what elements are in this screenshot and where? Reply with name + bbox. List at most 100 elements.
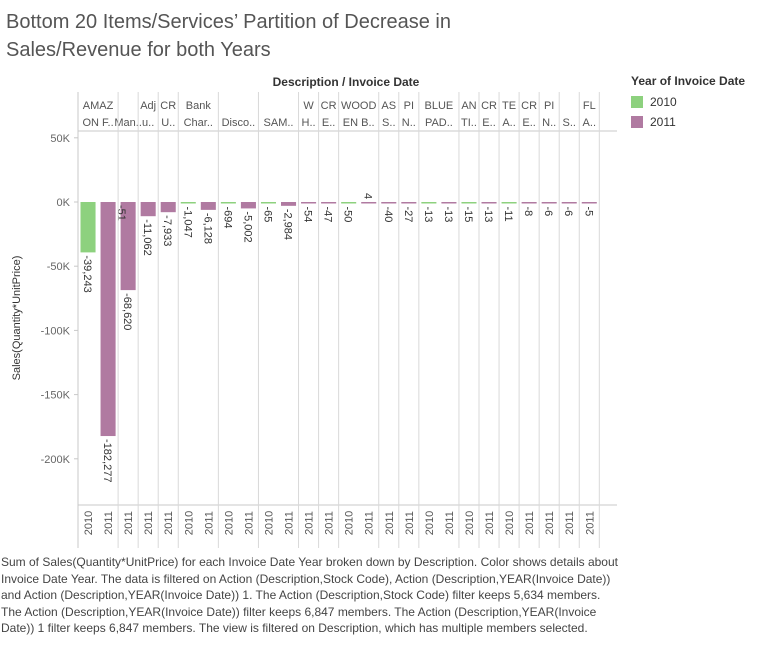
- bar-2011: [441, 202, 457, 204]
- data-label: -182,277: [101, 439, 113, 482]
- x-year-label: 2010: [464, 511, 476, 535]
- bar-2010: [220, 202, 236, 204]
- group-header-label: u..: [142, 117, 154, 129]
- bar-2011: [160, 202, 176, 213]
- legend-swatch-2010: [631, 96, 643, 108]
- group-header-label: Disco..: [222, 117, 256, 129]
- group-header-label: S..: [562, 117, 575, 129]
- legend-item-2011[interactable]: 2011: [631, 112, 761, 132]
- bar-2010: [421, 202, 437, 204]
- group-header-label: AMAZ: [83, 100, 114, 112]
- data-label: -2,984: [282, 209, 294, 240]
- x-year-label: 2011: [584, 511, 596, 535]
- group-header-label: FL: [583, 100, 596, 112]
- group-header-label: CR: [160, 100, 176, 112]
- data-label: -65: [261, 207, 273, 223]
- bar-2010: [80, 202, 96, 253]
- bar-2011: [281, 202, 297, 206]
- data-label: 4: [362, 193, 374, 199]
- data-label: -39,243: [81, 255, 93, 292]
- group-header-label: U..: [161, 117, 175, 129]
- bar-2011: [321, 202, 337, 204]
- group-header-label: AS: [381, 100, 396, 112]
- group-header-label: Man..: [114, 117, 142, 129]
- x-year-label: 2011: [203, 511, 215, 535]
- x-year-label: 2011: [163, 511, 175, 535]
- x-year-label: 2011: [123, 511, 135, 535]
- x-year-label: 2011: [484, 511, 496, 535]
- x-year-label: 2011: [444, 511, 456, 535]
- y-tick-label: -100K: [41, 325, 71, 337]
- group-header-label: PAD..: [425, 117, 453, 129]
- data-label: -11: [502, 207, 514, 222]
- group-header-label: S..: [382, 117, 395, 129]
- x-year-label: 2011: [304, 511, 316, 535]
- bar-2011: [561, 202, 577, 204]
- data-label: -6: [542, 207, 554, 217]
- data-label: -50: [342, 207, 354, 223]
- x-year-label: 2011: [243, 511, 255, 535]
- group-header-label: N..: [402, 117, 416, 129]
- group-header-label: A..: [583, 117, 596, 129]
- data-label: -13: [482, 207, 494, 223]
- bar-2011: [240, 202, 256, 209]
- data-label: -694: [221, 207, 233, 229]
- x-year-label: 2010: [504, 511, 516, 535]
- legend-label-2010: 2010: [650, 95, 677, 109]
- group-header-label: N..: [542, 117, 556, 129]
- data-label: -5,002: [241, 211, 253, 242]
- group-header-label: H..: [302, 117, 316, 129]
- x-year-label: 2010: [223, 511, 235, 535]
- x-year-label: 2011: [544, 511, 556, 535]
- data-label: -13: [442, 207, 454, 223]
- legend-item-2010[interactable]: 2010: [631, 92, 761, 112]
- group-header-label: Bank: [186, 100, 212, 112]
- data-label: -27: [402, 207, 414, 223]
- data-label: -68,620: [121, 293, 133, 330]
- group-header-label: TI..: [461, 117, 477, 129]
- group-header-label: SAM..: [264, 117, 294, 129]
- bar-2011: [301, 202, 317, 204]
- x-year-label: 2011: [384, 511, 396, 535]
- data-label: -51: [115, 205, 127, 221]
- data-label: -8: [522, 207, 534, 217]
- data-label: -54: [302, 207, 314, 223]
- bar-2010: [180, 202, 196, 204]
- bar-2011: [521, 202, 537, 204]
- group-header-label: Char..: [184, 117, 213, 129]
- bar-2011: [100, 202, 116, 437]
- x-year-label: 2011: [364, 511, 376, 535]
- legend: Year of Invoice Date 2010 2011: [631, 74, 761, 132]
- x-year-label: 2011: [143, 511, 155, 535]
- group-header-label: BLUE: [425, 100, 454, 112]
- group-header-label: E..: [522, 117, 535, 129]
- bar-2011: [200, 202, 216, 210]
- bar-2011: [581, 202, 597, 204]
- data-label: -13: [422, 207, 434, 223]
- group-header-label: TE: [502, 100, 516, 112]
- data-label: -1,047: [181, 207, 193, 238]
- y-tick-label: -50K: [47, 261, 71, 273]
- bar-2010: [341, 202, 357, 204]
- bar-2010: [260, 202, 276, 204]
- header-label: Description / Invoice Date: [273, 75, 420, 89]
- data-label: -47: [322, 207, 334, 223]
- y-tick-label: -200K: [41, 454, 71, 466]
- chart-title: Bottom 20 Items/Services’ Partition of D…: [6, 11, 451, 61]
- bar-2010: [461, 202, 477, 204]
- y-tick-label: 0K: [57, 197, 71, 209]
- data-label: -6: [562, 207, 574, 217]
- x-year-label: 2011: [404, 511, 416, 535]
- bar-2011: [120, 202, 136, 291]
- group-header-label: EN B..: [343, 117, 375, 129]
- y-tick-label: 50K: [50, 133, 70, 145]
- x-year-label: 2011: [103, 511, 115, 535]
- legend-label-2011: 2011: [650, 115, 676, 129]
- bar-2011: [361, 201, 377, 204]
- bar-2011: [140, 202, 156, 217]
- bar-2011: [401, 202, 417, 204]
- bar-2011: [381, 202, 397, 204]
- x-year-label: 2011: [524, 511, 536, 535]
- group-header-label: CR: [481, 100, 497, 112]
